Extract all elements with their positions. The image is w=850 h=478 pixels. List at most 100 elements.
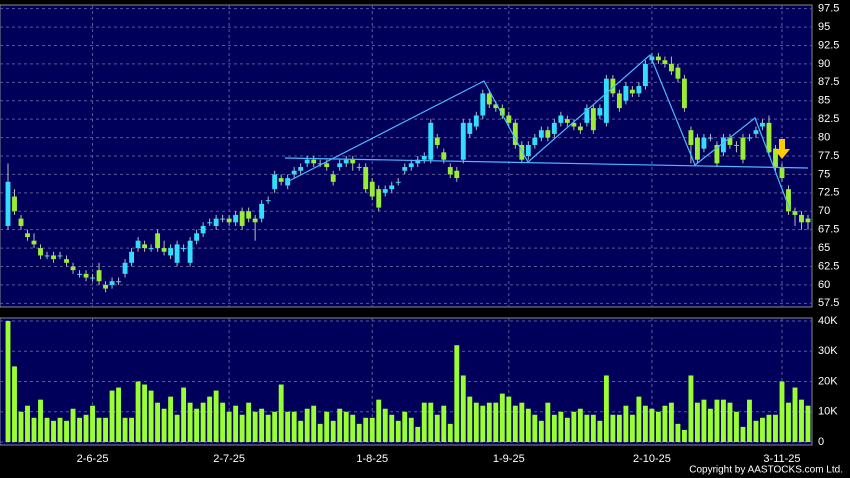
volume-bar (12, 366, 17, 442)
volume-bar (708, 408, 713, 442)
volume-bar (623, 405, 629, 442)
candle-body (734, 144, 739, 146)
volume-bar (642, 405, 648, 442)
candle-body (90, 277, 95, 279)
volume-bar (681, 429, 687, 442)
candle-body (636, 86, 642, 94)
candle-body (44, 255, 50, 257)
candle-body (467, 122, 473, 134)
volume-bar (220, 402, 226, 442)
candle-body (369, 181, 375, 197)
volume-bar (577, 408, 583, 442)
volume-bar (343, 411, 349, 442)
candle-body (272, 174, 278, 190)
candle-body (304, 159, 310, 164)
volume-bar (473, 402, 479, 442)
candle-body (694, 137, 700, 160)
candle-body (506, 115, 512, 123)
volume-bar (610, 414, 616, 442)
x-tick-label: 2-6-25 (77, 453, 109, 465)
volume-bar (734, 411, 739, 442)
y2-tick-label: 10K (818, 406, 838, 418)
y2-tick-label: 40K (818, 315, 838, 327)
candle-body (454, 170, 460, 179)
y-tick-label: 72.5 (818, 187, 839, 199)
volume-bar (753, 420, 759, 442)
candle-body (298, 167, 304, 171)
y2-tick-label: 0 (818, 436, 824, 448)
volume-bar (590, 414, 596, 442)
candle-body (187, 240, 193, 263)
candle-body (350, 159, 356, 164)
volume-bar (415, 426, 421, 442)
volume-bar (493, 402, 499, 442)
candle-body (96, 270, 102, 282)
candle-body (207, 222, 213, 224)
y-tick-label: 67.5 (818, 224, 839, 236)
candle-body (799, 214, 804, 223)
y-tick-label: 57.5 (818, 297, 839, 309)
volume-bar (616, 414, 622, 442)
candle-body (363, 167, 369, 190)
candle-body (12, 196, 17, 212)
candle-body (25, 233, 30, 238)
volume-bar (454, 345, 460, 442)
candle-body (109, 281, 115, 285)
volume-bar (226, 411, 232, 442)
candle-body (18, 218, 24, 226)
volume-bar (428, 402, 434, 442)
candle-body (51, 255, 56, 260)
volume-bar (57, 417, 63, 442)
volume-bar (77, 417, 82, 442)
volume-bar (688, 375, 694, 442)
candle-body (779, 167, 785, 179)
volume-bar (174, 414, 180, 442)
volume-bar (298, 420, 304, 442)
candle-body (662, 60, 668, 64)
volume-bar (649, 408, 655, 442)
candle-body (499, 108, 505, 116)
y-tick-label: 85 (818, 95, 830, 107)
candle-body (590, 108, 596, 131)
x-tick-label: 2-10-25 (633, 453, 671, 465)
volume-bar (337, 408, 343, 442)
candle-body (70, 266, 76, 271)
y-tick-label: 75 (818, 168, 830, 180)
volume-bar (564, 417, 570, 442)
candle-body (525, 144, 531, 156)
volume-bar (675, 423, 681, 442)
candle-body (538, 130, 544, 138)
y-tick-label: 90 (818, 58, 830, 70)
volume-bar (233, 405, 239, 442)
y-tick-label: 77.5 (818, 150, 839, 162)
volume-bar (486, 402, 492, 442)
candle-body (629, 89, 635, 94)
volume-bar (259, 408, 265, 442)
volume-bar (389, 414, 395, 442)
volume-bar (122, 417, 128, 442)
candle-body (760, 122, 765, 127)
candle-body (668, 63, 674, 72)
y-tick-label: 65 (818, 242, 830, 254)
candle-body (428, 122, 434, 160)
volume-bar (25, 405, 30, 442)
candle-body (532, 137, 538, 145)
candle-body (655, 56, 661, 61)
candle-body (519, 144, 525, 160)
volume-bar (90, 405, 95, 442)
volume-bar (155, 402, 161, 442)
volume-bar (571, 411, 577, 442)
candle-body (493, 104, 499, 109)
volume-bar (324, 411, 330, 442)
volume-bar (252, 411, 258, 442)
candle-body (103, 284, 108, 289)
volume-bar (512, 405, 518, 442)
volume-bar (356, 423, 362, 442)
volume-bar (441, 405, 447, 442)
candle-body (31, 240, 37, 245)
candle-body (389, 185, 395, 190)
candle-body (376, 189, 382, 208)
volume-bar (311, 405, 317, 442)
candle-body (727, 137, 733, 145)
